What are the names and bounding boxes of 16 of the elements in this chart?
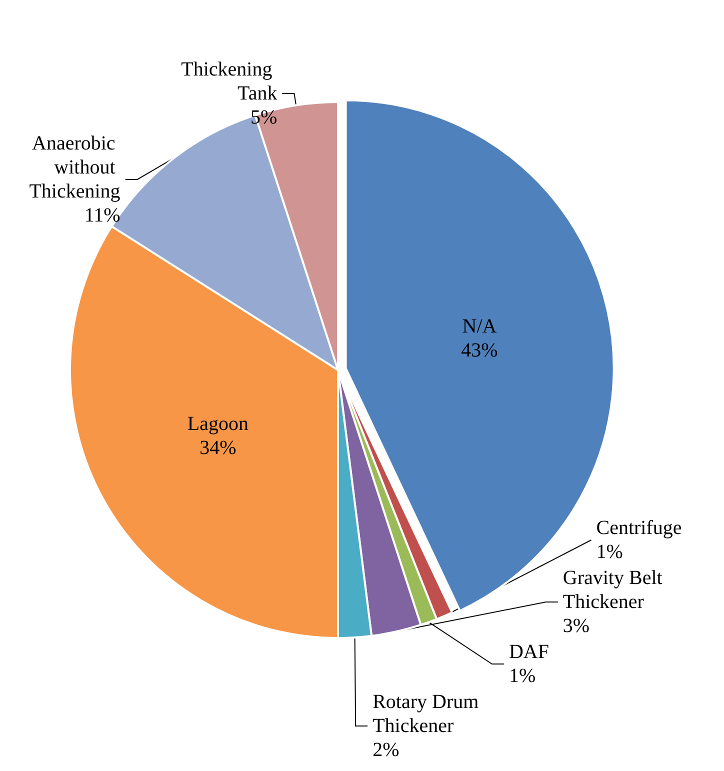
data-label: 3% [562,615,590,637]
slice-label: Thickening Tank [181,58,278,104]
slice-label: Rotary Drum Thickener [372,691,484,737]
data-label: 1% [508,665,536,687]
data-label: 11% [84,204,120,226]
slice-label: Gravity Belt Thickener [562,567,668,613]
data-label: 43% [461,339,498,362]
data-label: 5% [250,106,278,128]
data-label: 34% [200,437,236,459]
slice-label: Centrifuge [596,517,682,539]
slice-label: DAF [508,641,550,663]
slice-label: N/A [462,315,498,338]
slice-label: Lagoon [187,413,248,435]
data-label: 2% [372,739,400,761]
slice-label: Anaerobic without Thickening [29,132,120,202]
data-label: 1% [596,541,623,563]
